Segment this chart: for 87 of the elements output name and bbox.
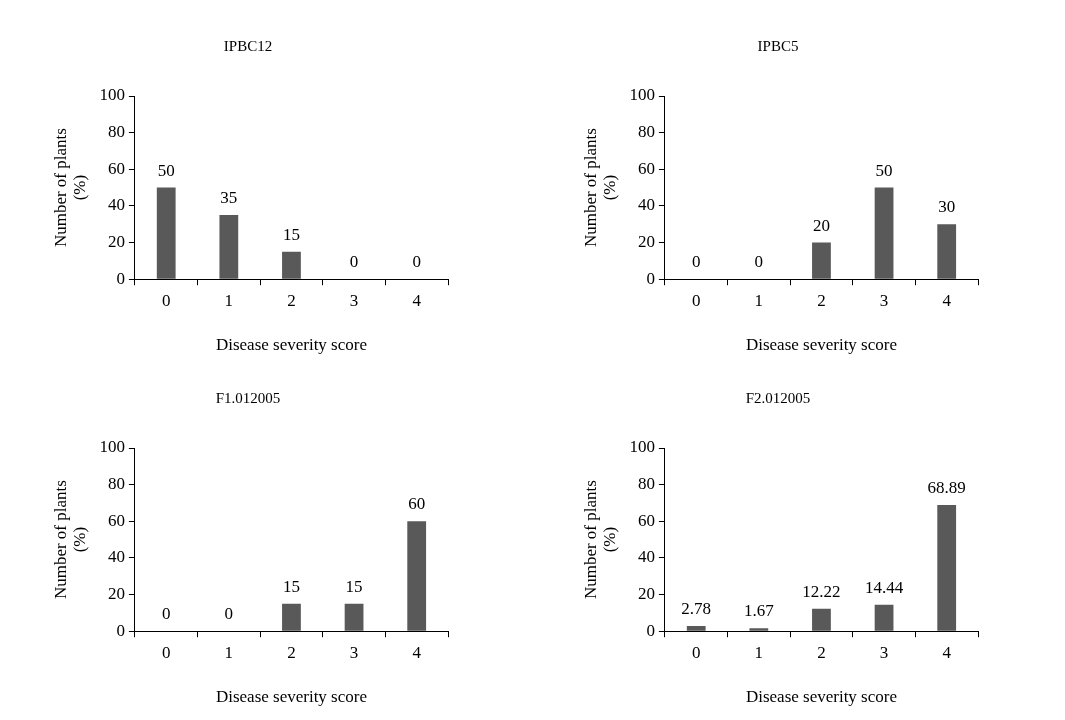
y-tick-label: 100 — [99, 85, 125, 105]
y-tick-label: 60 — [637, 510, 655, 530]
data-label: 15 — [282, 224, 300, 244]
y-tick-label: 0 — [116, 268, 125, 288]
chart-title: F1.012005 — [215, 389, 281, 406]
y-tick-label: 60 — [107, 158, 125, 178]
data-label: 60 — [408, 494, 426, 514]
y-tick-label: 20 — [637, 584, 655, 604]
x-tick-label: 3 — [879, 290, 889, 310]
y-tick-label: 80 — [107, 122, 125, 142]
x-tick-label: 4 — [412, 642, 422, 662]
y-axis-title: Number of plants (%) — [580, 128, 619, 248]
bar — [812, 242, 831, 279]
data-label: 0 — [691, 252, 701, 272]
chart-title: IPBC12 — [223, 37, 273, 54]
data-label: 50 — [875, 160, 893, 180]
y-tick-label: 20 — [637, 232, 655, 252]
y-axis-title: Number of plants (%) — [580, 480, 619, 600]
bar — [156, 187, 176, 279]
y-axis-title: Number of plants (%) — [50, 480, 89, 600]
y-tick-label: 40 — [107, 195, 125, 215]
bar — [812, 608, 831, 631]
x-tick-label: 2 — [287, 290, 296, 310]
x-axis-title: Disease severity score — [745, 687, 897, 707]
x-tick-label: 3 — [349, 642, 359, 662]
data-label: 0 — [754, 252, 764, 272]
x-tick-label: 1 — [224, 290, 234, 310]
chart-title: IPBC5 — [757, 37, 799, 54]
bar — [749, 628, 769, 631]
x-tick-label: 0 — [161, 642, 171, 662]
data-label: 50 — [157, 160, 175, 180]
x-tick-label: 1 — [224, 642, 234, 662]
y-tick-label: 40 — [637, 195, 655, 215]
data-label: 0 — [224, 604, 234, 624]
y-axis-title: Number of plants (%) — [50, 128, 89, 248]
bar — [874, 604, 894, 631]
bar — [874, 187, 894, 279]
x-tick-label: 4 — [942, 642, 952, 662]
y-tick-label: 20 — [107, 584, 125, 604]
x-axis-title: Disease severity score — [745, 335, 897, 355]
data-label: 15 — [345, 576, 363, 596]
data-label: 0 — [349, 252, 359, 272]
x-tick-label: 3 — [349, 290, 359, 310]
y-tick-label: 40 — [107, 547, 125, 567]
y-tick-label: 0 — [646, 268, 655, 288]
bar — [282, 251, 301, 279]
y-tick-label: 100 — [629, 437, 655, 457]
y-tick-label: 0 — [646, 620, 655, 640]
x-tick-label: 4 — [942, 290, 952, 310]
x-tick-label: 0 — [161, 290, 171, 310]
x-axis-title: Disease severity score — [215, 335, 367, 355]
x-tick-label: 0 — [691, 290, 701, 310]
chart-title: F2.012005 — [745, 389, 811, 406]
x-tick-label: 4 — [412, 290, 422, 310]
data-label: 30 — [938, 197, 956, 217]
y-tick-label: 20 — [107, 232, 125, 252]
data-label: 68.89 — [927, 477, 966, 497]
y-tick-label: 100 — [629, 85, 655, 105]
bar — [219, 215, 239, 279]
data-label: 0 — [412, 252, 421, 272]
x-tick-label: 2 — [817, 290, 826, 310]
x-tick-label: 2 — [817, 642, 826, 662]
y-tick-label: 0 — [116, 620, 125, 640]
data-label: 14.44 — [864, 577, 904, 597]
data-label: 35 — [220, 188, 238, 208]
y-tick-label: 60 — [637, 158, 655, 178]
x-axis-title: Disease severity score — [215, 687, 367, 707]
y-tick-label: 60 — [107, 510, 125, 530]
data-label: 15 — [282, 576, 300, 596]
bar — [937, 504, 957, 631]
x-tick-label: 3 — [879, 642, 889, 662]
y-tick-label: 40 — [637, 547, 655, 567]
y-tick-label: 100 — [99, 437, 125, 457]
x-tick-label: 1 — [754, 642, 764, 662]
data-label: 2.78 — [681, 599, 712, 619]
x-tick-label: 0 — [691, 642, 701, 662]
y-tick-label: 80 — [637, 122, 655, 142]
bar — [686, 626, 706, 631]
data-label: 0 — [161, 604, 171, 624]
y-tick-label: 80 — [107, 474, 125, 494]
x-tick-label: 2 — [287, 642, 296, 662]
data-label: 1.67 — [743, 601, 775, 621]
y-tick-label: 80 — [637, 474, 655, 494]
x-tick-label: 1 — [754, 290, 764, 310]
bar — [937, 224, 957, 279]
data-label: 20 — [812, 215, 830, 235]
data-label: 12.22 — [802, 581, 841, 601]
